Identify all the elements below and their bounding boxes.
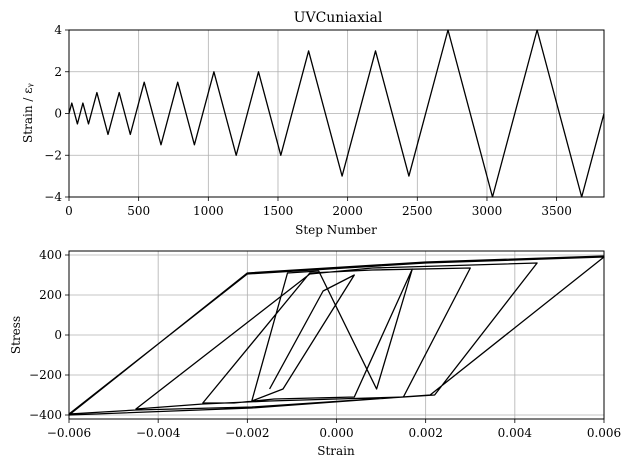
x-tick-label: −0.002 <box>225 426 269 440</box>
stress-strain-plot: −0.006 −0.004 −0.002 0.000 0.002 0.004 0.006 −… <box>9 248 621 458</box>
x-tick-label: 1500 <box>263 204 294 218</box>
x-axis-label: Step Number <box>295 223 377 237</box>
x-axis-label: Strain <box>317 444 355 458</box>
y-tick-label: 4 <box>54 23 62 37</box>
y-tick-label: 0 <box>54 107 62 121</box>
series-line <box>68 29 605 198</box>
y-tick-labels: −400 −200 0 200 400 <box>29 248 69 422</box>
x-tick-labels: −0.006 −0.004 −0.002 0.000 0.002 0.004 0.006 <box>47 419 621 440</box>
y-tick-label: 200 <box>39 288 62 302</box>
y-tick-label: 0 <box>54 328 62 342</box>
hysteresis-series <box>68 255 605 416</box>
series-line <box>68 255 605 416</box>
x-tick-label: 0.000 <box>319 426 353 440</box>
x-tick-label: 0.006 <box>587 426 621 440</box>
x-tick-label: 3500 <box>541 204 572 218</box>
grid <box>68 251 605 419</box>
x-tick-label: 0 <box>65 204 73 218</box>
y-tick-label: −4 <box>44 190 62 204</box>
y-tick-labels: −4 −2 0 2 4 <box>44 23 69 204</box>
strain-series <box>68 29 605 198</box>
x-tick-label: 3000 <box>472 204 503 218</box>
grid <box>68 29 604 198</box>
x-tick-label: −0.006 <box>47 426 91 440</box>
x-tick-label: 2000 <box>332 204 363 218</box>
strain-history-plot: UVCuniaxial 0 500 1000 1500 2000 2500 3000 3500… <box>21 10 605 237</box>
y-axis-label: Stress <box>9 316 23 354</box>
x-tick-label: 500 <box>127 204 150 218</box>
x-tick-labels: 0 500 1000 1500 2000 2500 3000 3500 <box>65 197 572 218</box>
y-tick-label: −2 <box>44 148 62 162</box>
y-tick-label: 400 <box>39 248 62 262</box>
x-tick-label: 0.004 <box>498 426 533 440</box>
y-axis-label: Strain / εᵧ <box>21 83 35 143</box>
x-tick-label: 0.002 <box>408 426 442 440</box>
x-tick-label: 2500 <box>402 204 433 218</box>
x-tick-label: 1000 <box>193 204 224 218</box>
y-tick-label: −200 <box>29 368 62 382</box>
x-tick-label: −0.004 <box>136 426 181 440</box>
y-tick-label: −400 <box>29 408 62 422</box>
y-tick-label: 2 <box>54 65 62 79</box>
plot-title: UVCuniaxial <box>294 10 383 26</box>
